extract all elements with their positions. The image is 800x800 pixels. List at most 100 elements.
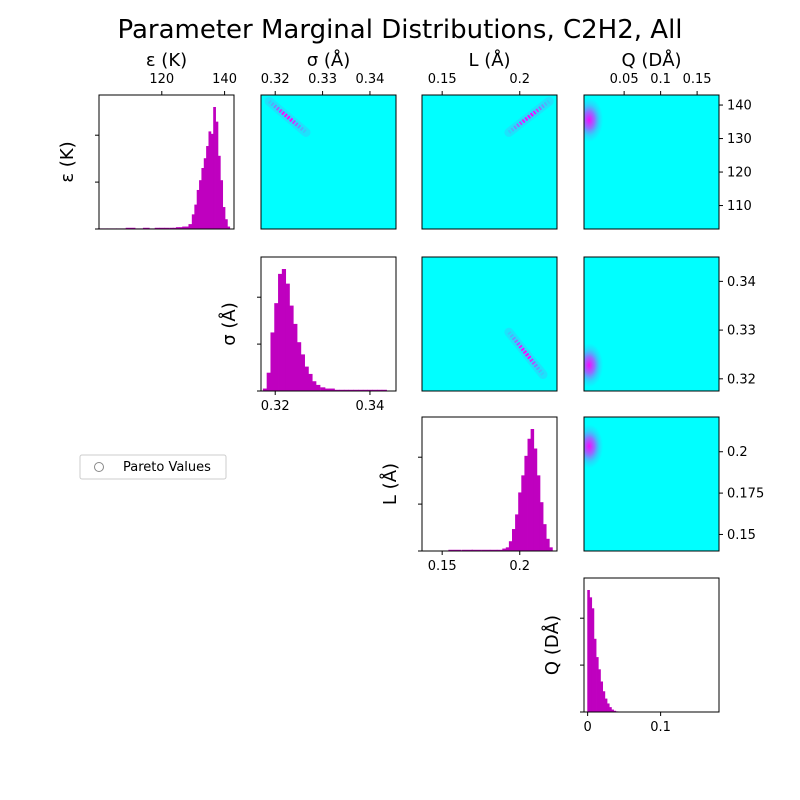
histogram-panel-Q: Q (DÅ) 0 0.1 xyxy=(541,577,720,735)
histogram-bar-eps xyxy=(203,158,207,229)
right-tick-label-sig: 0.32 xyxy=(727,372,756,387)
histogram-bar-eps xyxy=(227,226,231,229)
bottom-tick-label-L: 0.15 xyxy=(428,559,457,574)
top-param-label-Q: Q (DÅ) xyxy=(621,49,681,71)
density-frame xyxy=(421,94,558,230)
density-background xyxy=(584,417,719,551)
histogram-bar-eps xyxy=(185,226,189,229)
legend-label: Pareto Values xyxy=(123,460,211,475)
right-tick-label-eps: 140 xyxy=(727,99,752,114)
density-frame xyxy=(421,256,558,392)
histogram-bar-L xyxy=(502,548,507,551)
right-tick-label-eps: 130 xyxy=(727,132,752,147)
top-tick-label-sig: 0.33 xyxy=(308,72,337,87)
top-tick-label-Q: 0.1 xyxy=(650,72,671,87)
top-tick-label-L: 0.2 xyxy=(509,72,530,87)
histogram-bar-sig xyxy=(278,273,283,391)
density-content xyxy=(264,96,311,137)
bottom-tick-label-Q: 0 xyxy=(584,720,592,735)
density-background xyxy=(422,95,557,229)
histogram-bar-sig xyxy=(297,342,302,391)
histogram-bar-Q xyxy=(591,608,595,712)
histogram-bar-eps xyxy=(125,227,136,229)
density-frame xyxy=(583,94,720,230)
density-blob xyxy=(584,343,604,388)
histogram-bar-L xyxy=(448,549,462,551)
right-tick-label-L: 0.175 xyxy=(727,487,764,502)
density-content xyxy=(504,96,554,137)
histogram-bar-eps xyxy=(169,227,174,229)
histogram-frame-L xyxy=(421,416,558,552)
density-frame xyxy=(583,256,720,392)
density-content xyxy=(504,327,548,380)
plot-grid: ε (K) σ (Å) L (Å) Q (DÅ) 120 140 0.32 0.33 0.34 0… xyxy=(57,49,764,735)
histogram-bar-eps xyxy=(215,121,219,229)
histogram-bar-Q xyxy=(611,709,614,712)
histogram-bar-sig xyxy=(320,387,326,391)
histogram-bar-eps xyxy=(222,207,226,229)
legend: Pareto Values xyxy=(79,454,227,480)
bottom-tick-label-L: 0.2 xyxy=(509,559,530,574)
top-param-label-L: L (Å) xyxy=(468,49,510,71)
top-param-label-eps: ε (K) xyxy=(146,50,187,71)
histogram-bar-eps xyxy=(217,155,221,229)
histogram-bar-sig xyxy=(293,323,298,391)
histogram-bar-sig xyxy=(358,389,364,391)
density-blob xyxy=(584,97,604,142)
histogram-bar-L xyxy=(521,475,525,551)
histogram-bar-sig xyxy=(262,388,268,391)
histogram-bar-sig xyxy=(289,305,294,391)
right-tick-label-eps: 120 xyxy=(727,166,752,181)
histogram-bar-eps xyxy=(208,131,212,229)
histogram-bar-sig xyxy=(367,389,373,391)
histogram-bar-sig xyxy=(343,389,350,391)
bottom-tick-label-Q: 0.1 xyxy=(650,720,671,735)
histogram-bar-L xyxy=(508,541,513,551)
histogram-frame-eps xyxy=(98,94,235,230)
side-param-label-Q: Q (DÅ) xyxy=(541,615,563,675)
bottom-tick-label-sig: 0.34 xyxy=(355,399,384,414)
histogram-bar-sig xyxy=(315,384,321,391)
histogram-bar-Q xyxy=(602,691,606,712)
histogram-bar-Q xyxy=(596,657,599,712)
histogram-bar-L xyxy=(471,549,482,551)
top-tick-label-sig: 0.34 xyxy=(355,72,384,87)
histogram-bar-eps xyxy=(182,226,186,229)
right-tick-label-sig: 0.34 xyxy=(727,275,756,290)
density-panel-sig-Q xyxy=(583,256,720,392)
histogram-bar-L xyxy=(530,429,535,551)
ridge-halo xyxy=(504,327,548,380)
histogram-bar-sig xyxy=(300,354,305,391)
histogram-bar-eps xyxy=(175,227,180,229)
histogram-bar-L xyxy=(536,475,541,551)
density-panel-eps-Q xyxy=(583,94,720,230)
density-panel-sig-L xyxy=(421,256,558,392)
histogram-bar-sig xyxy=(266,372,271,391)
histogram-bar-sig xyxy=(381,389,387,391)
chart-title: Parameter Marginal Distributions, C2H2, … xyxy=(117,15,682,45)
histogram-panel-eps: ε (K) xyxy=(57,94,235,230)
histogram-bar-eps xyxy=(154,227,160,229)
histogram-bar-L xyxy=(539,502,544,551)
histogram-bar-eps xyxy=(213,107,216,229)
histogram-bar-sig xyxy=(329,388,335,391)
top-tick-label-eps: 140 xyxy=(212,72,237,87)
histogram-bar-L xyxy=(461,549,473,551)
histogram-bar-L xyxy=(549,547,553,551)
density-background xyxy=(422,257,557,391)
density-background xyxy=(584,257,719,391)
histogram-bar-L xyxy=(481,549,491,551)
top-param-label-sig: σ (Å) xyxy=(307,49,351,71)
histogram-bar-eps xyxy=(188,224,193,229)
histogram-frame-Q xyxy=(583,577,720,713)
density-panel-eps-sig xyxy=(260,94,397,230)
histogram-bar-L xyxy=(524,455,528,551)
histogram-bar-sig xyxy=(304,366,309,391)
histogram-bar-sig xyxy=(377,389,383,391)
density-ridge xyxy=(267,99,308,134)
histogram-bar-L xyxy=(505,547,510,551)
density-frame xyxy=(260,94,397,230)
right-tick-label-sig: 0.33 xyxy=(727,324,756,339)
histogram-bar-Q xyxy=(606,703,610,712)
histogram-bar-eps xyxy=(224,219,228,229)
